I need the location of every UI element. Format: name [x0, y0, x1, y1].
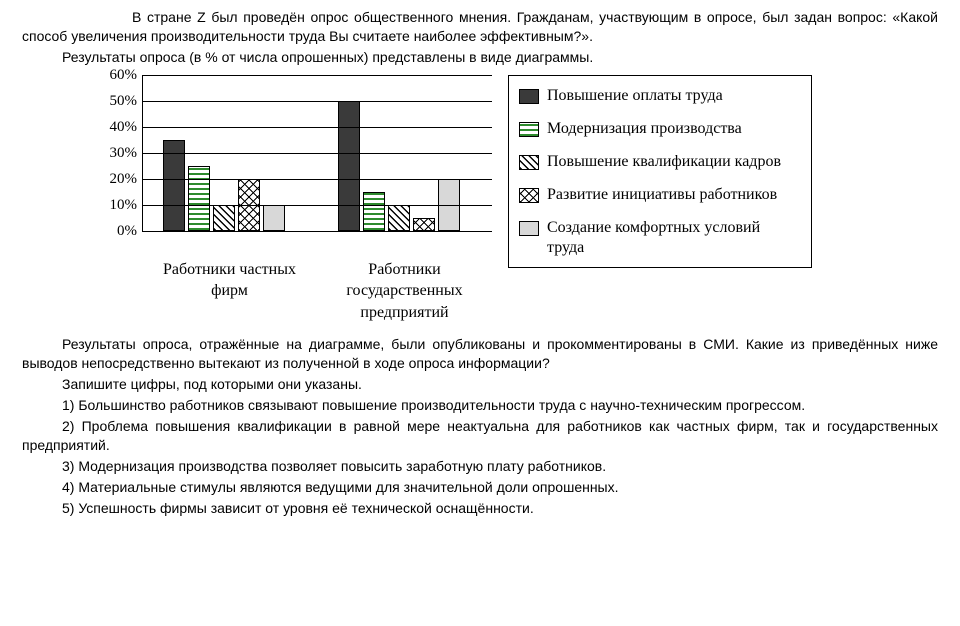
legend-swatch — [519, 188, 539, 203]
question-paragraph-1: Результаты опроса, отражённые на диаграм… — [22, 335, 938, 373]
grid-line — [143, 101, 492, 102]
bar-modern — [363, 192, 385, 231]
intro-paragraph-2: Результаты опроса (в % от числа опрошенн… — [22, 48, 938, 67]
page: В стране Z был проведён опрос общественн… — [0, 0, 960, 626]
y-tick-label: 60% — [110, 65, 138, 85]
x-label-1: Работники государственных предприятий — [317, 255, 492, 324]
y-tick-label: 20% — [110, 169, 138, 189]
answer-options: 1) Большинство работников связывают повы… — [22, 396, 938, 517]
grid-line — [143, 75, 492, 76]
figure: 0%10%20%30%40%50%60% Работники частных ф… — [82, 75, 938, 324]
y-tick-label: 10% — [110, 195, 138, 215]
y-tick-label: 30% — [110, 143, 138, 163]
option-2: 2) Проблема повышения квалификации в рав… — [22, 417, 938, 455]
grid-line — [143, 127, 492, 128]
legend-swatch — [519, 221, 539, 236]
bar-pay — [338, 101, 360, 231]
grid-line — [143, 179, 492, 180]
legend-item: Создание комфортных условий труда — [519, 218, 799, 256]
legend-label: Модернизация производства — [547, 119, 742, 138]
y-tick-label: 50% — [110, 91, 138, 111]
bar-comfort — [263, 205, 285, 231]
legend-swatch — [519, 89, 539, 104]
grid-line — [143, 205, 492, 206]
legend-label: Развитие инициативы работников — [547, 185, 777, 204]
intro-paragraph-1: В стране Z был проведён опрос общественн… — [22, 8, 938, 46]
legend-label: Создание комфортных условий труда — [547, 218, 799, 256]
bar-qualif — [388, 205, 410, 231]
legend-label: Повышение оплаты труда — [547, 86, 723, 105]
option-4: 4) Материальные стимулы являются ведущим… — [22, 478, 938, 497]
legend-swatch — [519, 122, 539, 137]
bar-modern — [188, 166, 210, 231]
x-axis-labels: Работники частных фирм Работники государ… — [142, 255, 492, 324]
y-tick-label: 40% — [110, 117, 138, 137]
option-5: 5) Успешность фирмы зависит от уровня её… — [22, 499, 938, 518]
bar-group — [338, 101, 460, 231]
bar-qualif — [213, 205, 235, 231]
plot-area: 0%10%20%30%40%50%60% — [142, 75, 492, 232]
chart-container: 0%10%20%30%40%50%60% Работники частных ф… — [82, 75, 492, 324]
option-1: 1) Большинство работников связывают повы… — [22, 396, 938, 415]
legend-item: Развитие инициативы работников — [519, 185, 799, 204]
y-tick-label: 0% — [117, 221, 137, 241]
legend-swatch — [519, 155, 539, 170]
legend: Повышение оплаты труда Модернизация произ… — [508, 75, 812, 268]
bar-init — [413, 218, 435, 231]
grid-line — [143, 153, 492, 154]
legend-label: Повышение квалификации кадров — [547, 152, 781, 171]
bar-chart: 0%10%20%30%40%50%60% — [82, 75, 492, 255]
option-3: 3) Модернизация производства позволяет п… — [22, 457, 938, 476]
legend-item: Модернизация производства — [519, 119, 799, 138]
legend-item: Повышение оплаты труда — [519, 86, 799, 105]
legend-item: Повышение квалификации кадров — [519, 152, 799, 171]
x-label-0: Работники частных фирм — [142, 255, 317, 324]
question-paragraph-2: Запишите цифры, под которыми они указаны… — [22, 375, 938, 394]
